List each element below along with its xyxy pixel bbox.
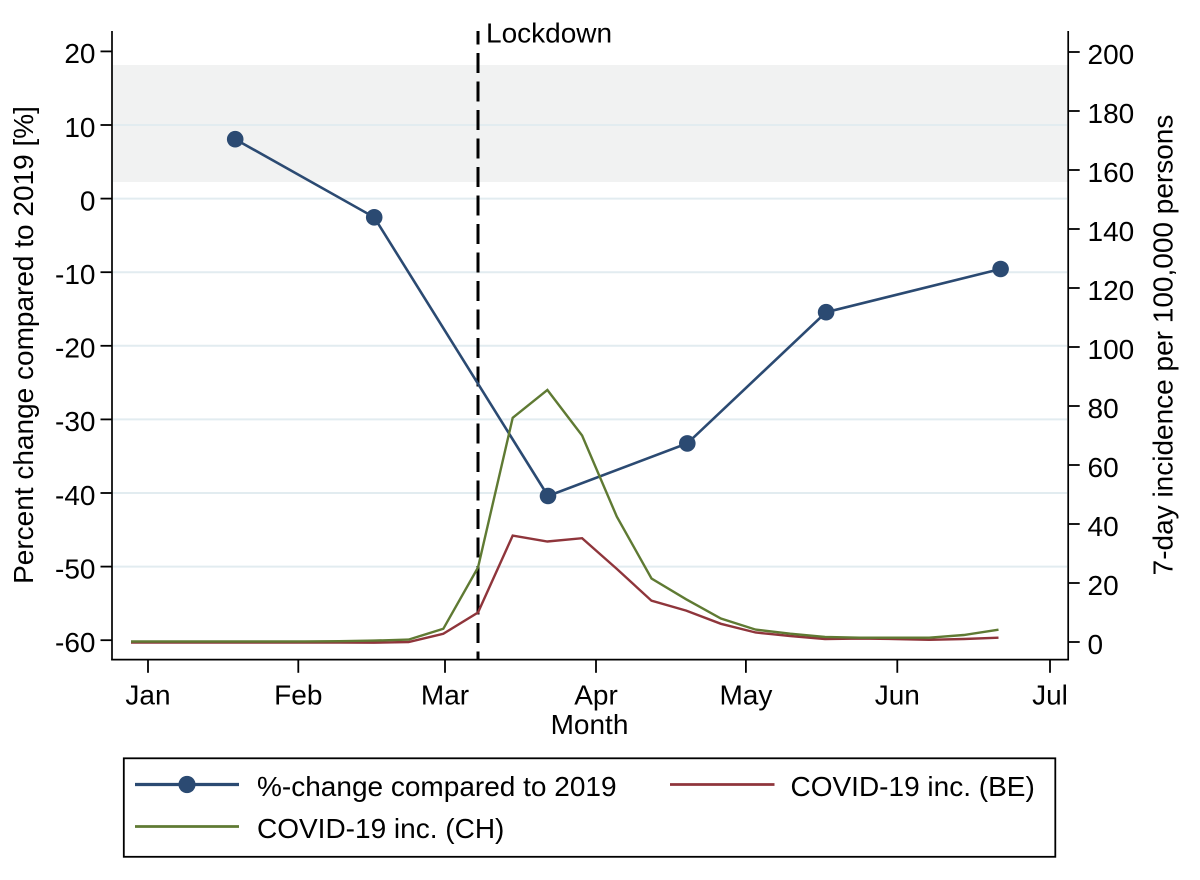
svg-text:Lockdown: Lockdown <box>486 18 612 49</box>
svg-text:%-change compared to 2019: %-change compared to 2019 <box>257 771 617 802</box>
svg-text:-50: -50 <box>55 553 95 584</box>
svg-text:7-day incidence per 100,000 pe: 7-day incidence per 100,000 persons <box>1148 115 1179 576</box>
svg-text:Jan: Jan <box>125 680 170 711</box>
svg-text:120: 120 <box>1088 275 1135 306</box>
svg-text:Apr: Apr <box>574 680 618 711</box>
svg-text:-40: -40 <box>55 480 95 511</box>
svg-text:160: 160 <box>1088 157 1135 188</box>
svg-text:-30: -30 <box>55 406 95 437</box>
svg-text:COVID-19 inc. (CH): COVID-19 inc. (CH) <box>257 813 504 844</box>
svg-text:Percent change compared to 201: Percent change compared to 2019 [%] <box>8 106 39 584</box>
svg-text:40: 40 <box>1088 511 1119 542</box>
svg-text:-10: -10 <box>55 259 95 290</box>
svg-text:Jul: Jul <box>1032 680 1068 711</box>
svg-text:80: 80 <box>1088 393 1119 424</box>
svg-text:60: 60 <box>1088 452 1119 483</box>
svg-text:100: 100 <box>1088 334 1135 365</box>
svg-text:Jun: Jun <box>875 680 920 711</box>
svg-text:0: 0 <box>80 185 96 216</box>
svg-text:0: 0 <box>1088 629 1104 660</box>
svg-text:20: 20 <box>1088 570 1119 601</box>
svg-text:200: 200 <box>1088 39 1135 70</box>
svg-text:May: May <box>719 680 772 711</box>
svg-text:Mar: Mar <box>421 680 469 711</box>
svg-text:COVID-19 inc. (BE): COVID-19 inc. (BE) <box>791 771 1035 802</box>
svg-text:180: 180 <box>1088 98 1135 129</box>
svg-text:20: 20 <box>64 38 95 69</box>
svg-text:140: 140 <box>1088 216 1135 247</box>
svg-text:Month: Month <box>551 709 629 740</box>
svg-text:-60: -60 <box>55 627 95 658</box>
svg-text:10: 10 <box>64 112 95 143</box>
svg-text:-20: -20 <box>55 333 95 364</box>
svg-text:Feb: Feb <box>274 680 322 711</box>
